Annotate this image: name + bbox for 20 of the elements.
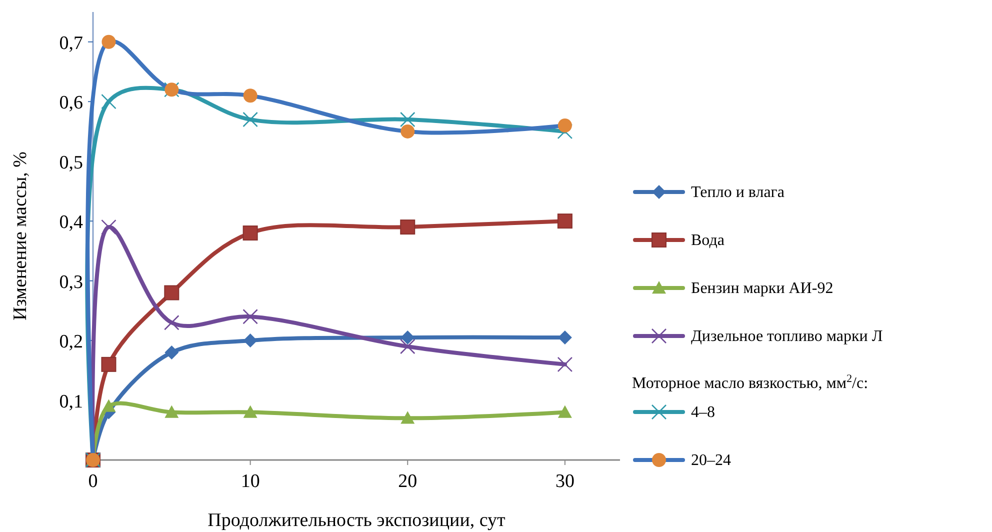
y-tick-label: 0,1 xyxy=(59,391,83,412)
y-tick-label: 0,7 xyxy=(59,32,83,54)
y-tick-label: 0,5 xyxy=(59,152,83,174)
x-tick-label: 30 xyxy=(555,471,574,492)
x-axis-title: Продолжительность экспозиции, сут xyxy=(208,510,506,531)
y-axis-title: Изменение массы, % xyxy=(10,151,31,320)
legend-label: 20–24 xyxy=(691,452,731,469)
y-tick-label: 0,3 xyxy=(59,272,83,293)
legend-label: Вода xyxy=(691,232,724,249)
y-tick-label: 0,4 xyxy=(59,212,84,234)
x-tick-label: 20 xyxy=(398,471,418,492)
legend-label: Дизельное топливо марки Л xyxy=(691,328,883,345)
legend-label: Тепло и влага xyxy=(691,184,784,201)
y-tick-label: 0,2 xyxy=(59,332,83,353)
legend-title: Моторное масло вязкостью, мм$^{2}$/с: xyxy=(632,373,868,392)
y-tick-label: 0,6 xyxy=(59,92,83,114)
legend-label: 4–8 xyxy=(691,404,715,421)
x-tick-label: 10 xyxy=(240,471,260,492)
x-tick-label: 0 xyxy=(88,471,98,492)
legend-label: Бензин марки АИ-92 xyxy=(691,280,834,297)
